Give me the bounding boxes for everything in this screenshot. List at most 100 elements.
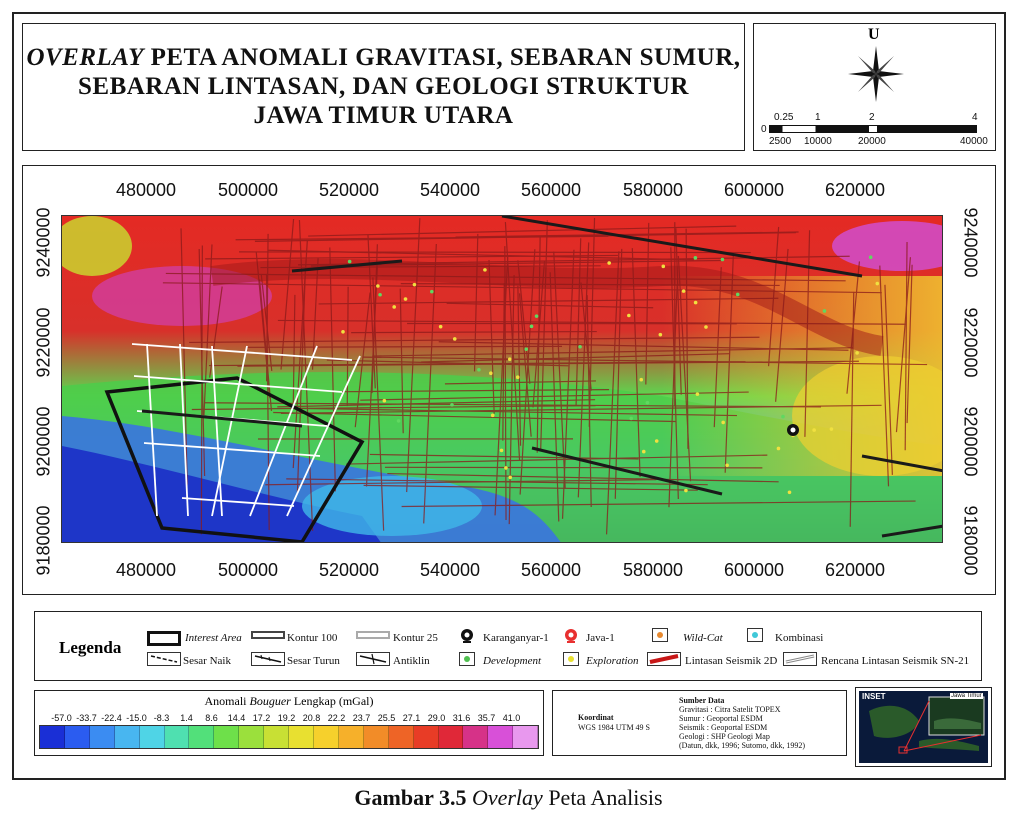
x-tick-top: 520000	[319, 180, 380, 200]
colorbar-swatch	[289, 726, 314, 748]
colorbar-label: 14.4	[227, 713, 246, 723]
title-italic: OVERLAY	[26, 44, 144, 71]
colorbar-title: Anomali Bouguer Lengkap (mGal)	[204, 694, 374, 708]
x-tick-top: 580000	[623, 180, 684, 200]
colorbar-swatch	[463, 726, 489, 748]
inset-sub-label: Jawa Timur	[950, 693, 983, 699]
karanganyar-well-icon	[787, 424, 799, 436]
colorbar-swatch	[388, 726, 414, 748]
legend-rencana: Rencana Lintasan Seismik SN-21	[821, 655, 970, 667]
development-icon	[459, 652, 475, 666]
sumber-line-1: Sumur : Geoportal ESDM	[679, 714, 763, 723]
kontur25-symbol	[356, 631, 390, 639]
north-label: U	[868, 26, 880, 43]
legend-karanganyar: Karanganyar-1	[483, 632, 549, 644]
x-tick-bottom: 580000	[623, 560, 684, 580]
colorbar-label: 8.6	[205, 713, 218, 723]
colorbar-label: 22.2	[327, 713, 346, 723]
y-tick-left: 9220000	[33, 307, 54, 378]
colorbar-label: 29.0	[427, 713, 446, 723]
x-tick-bottom: 600000	[724, 560, 785, 580]
x-tick-bottom: 480000	[116, 560, 177, 580]
interest-area-symbol	[147, 631, 181, 646]
wildcat-icon	[652, 628, 668, 642]
colorbar-label: -33.7	[76, 713, 97, 723]
sumber-title: Sumber Data	[679, 696, 725, 705]
x-tick-top: 500000	[218, 180, 279, 200]
koordinat-title: Koordinat	[578, 713, 614, 722]
title-line-3: JAWA TIMUR UTARA	[253, 102, 514, 129]
colorbar-swatch	[64, 726, 90, 748]
inset-map	[859, 691, 988, 763]
kontur100-symbol	[251, 631, 285, 639]
colorbar-swatch	[189, 726, 215, 748]
colorbar-label: 19.2	[277, 713, 296, 723]
colorbar-swatch	[338, 726, 364, 748]
x-tick-top: 620000	[825, 180, 886, 200]
y-tick-right: 9240000	[960, 207, 981, 278]
colorbar-label: -8.3	[153, 713, 170, 723]
sumber-line-0: Gravitasi : Citra Satelit TOPEX	[679, 705, 781, 714]
x-tick-bottom: 500000	[218, 560, 279, 580]
info-box: Koordinat WGS 1984 UTM 49 S Sumber Data …	[552, 690, 847, 756]
colorbar-label: 27.1	[402, 713, 421, 723]
scale-bottom-label-2: 20000	[858, 136, 886, 147]
y-tick-left: 9180000	[33, 505, 54, 576]
legend-development: Development	[483, 655, 542, 667]
x-tick-bottom: 620000	[825, 560, 886, 580]
sesar-naik-icon	[147, 652, 181, 666]
colorbar-swatch	[214, 726, 240, 748]
exploration-icon	[563, 652, 579, 666]
x-tick-bottom: 540000	[420, 560, 481, 580]
colorbar-label: 17.2	[252, 713, 271, 723]
sesar-turun-icon	[251, 652, 285, 666]
legend-kontur100: Kontur 100	[287, 632, 338, 644]
y-tick-left: 9240000	[33, 207, 54, 278]
colorbar-label: 23.7	[352, 713, 371, 723]
sumber-line-2: Seismik : Geoportal ESDM	[679, 723, 768, 732]
inset-box: INSET Jawa Timur	[855, 687, 992, 767]
colorbar-label: 41.0	[502, 713, 521, 723]
colorbar-swatch	[164, 726, 190, 748]
legend-sesar-turun: Sesar Turun	[287, 655, 340, 667]
legend-exploration: Exploration	[586, 655, 639, 667]
legend-wildcat: Wild-Cat	[683, 632, 723, 644]
title-line-1: OVERLAY PETA ANOMALI GRAVITASI, SEBARAN …	[23, 44, 744, 72]
colorbar-swatch	[239, 726, 265, 748]
y-tick-right: 9180000	[960, 505, 981, 576]
colorbar-swatch	[40, 726, 65, 748]
antiklin-icon	[356, 652, 390, 666]
scale-bar	[769, 125, 977, 133]
colorbar-label: 1.4	[180, 713, 193, 723]
scale-top-label-1: 1	[815, 112, 821, 123]
x-tick-top: 600000	[724, 180, 785, 200]
colorbar-label: -15.0	[126, 713, 147, 723]
inset-label: INSET	[862, 692, 886, 701]
colorbar-swatch	[139, 726, 165, 748]
y-tick-right: 9200000	[960, 406, 981, 477]
colorbar-swatch	[413, 726, 439, 748]
figure-caption: Gambar 3.5 Overlay Peta Analisis	[354, 785, 663, 810]
scale-bottom-label-0: 2500	[769, 136, 792, 147]
scale-bottom-label-1: 10000	[804, 136, 832, 147]
colorbar-swatch	[313, 726, 339, 748]
scale-top-label-3: 4	[972, 112, 978, 123]
karanganyar-icon	[461, 629, 473, 643]
colorbar-swatch	[513, 726, 539, 748]
scale-bottom-label-3: 40000	[960, 136, 988, 147]
colorbar-swatch	[363, 726, 389, 748]
legend-sesar-naik: Sesar Naik	[183, 655, 231, 667]
colorbar-swatch	[89, 726, 115, 748]
legend-box: Legenda Interest Area Kontur 100 Kontur …	[34, 611, 982, 681]
lintasan-2d-icon	[647, 652, 681, 666]
sumber-line-4: (Datun, dkk, 1996; Sutomo, dkk, 1992)	[679, 741, 805, 750]
legend-kontur25: Kontur 25	[393, 632, 438, 644]
x-tick-top: 540000	[420, 180, 481, 200]
koordinat-value: WGS 1984 UTM 49 S	[578, 723, 651, 732]
colorbar-label: 31.6	[452, 713, 471, 723]
legend-title: Legenda	[59, 638, 122, 657]
y-tick-right: 9220000	[960, 307, 981, 378]
colorbar-swatches	[39, 725, 539, 749]
colorbar-swatch	[488, 726, 514, 748]
x-tick-bottom: 560000	[521, 560, 582, 580]
